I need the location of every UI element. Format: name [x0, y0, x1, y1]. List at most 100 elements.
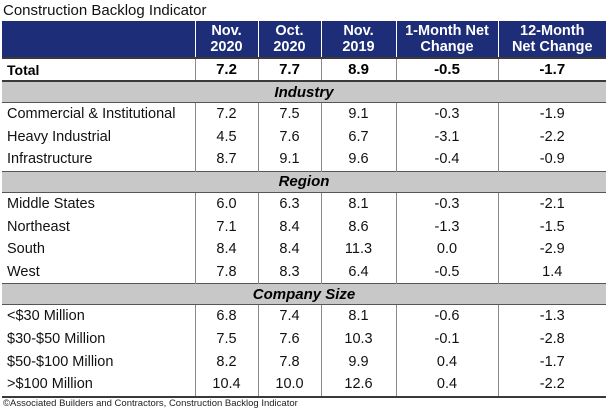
cell-oct-2020: 7.8 [257, 350, 321, 373]
table-row: West 7.8 8.3 6.4 -0.5 1.4 [2, 260, 606, 284]
cell-nov-2020: 6.0 [194, 192, 258, 216]
header-line: Net Change [511, 39, 593, 55]
row-label: >$100 Million [2, 372, 195, 398]
cell-nov-2019: 8.1 [320, 192, 396, 216]
cell-oct-2020: 9.1 [257, 148, 321, 172]
table-row: Commercial & Institutional 7.2 7.5 9.1 -0.3-… [2, 102, 606, 126]
cell-nov-2019: 12.6 [320, 372, 396, 398]
row-label: <$30 Million [7, 308, 85, 325]
cell-1-month-change: -0.1 [395, 327, 498, 351]
header-line: 2020 [210, 39, 243, 55]
cell-12-month-change: -1.5 [497, 215, 606, 238]
header-cell-nov-2019: Nov. 2019 [320, 21, 396, 58]
total-12-month-change: -1.7 [497, 57, 606, 82]
cell-nov-2020: 10.4 [194, 372, 258, 398]
cell-nov-2020: 7.1 [194, 215, 258, 238]
cell-oct-2020: 7.5 [257, 102, 321, 126]
cell-1-month-change: 0.4 [395, 350, 498, 373]
cell-12-month-change: -2.2 [497, 372, 606, 398]
cell-nov-2019: 10.3 [320, 327, 396, 351]
table-row: Middle States 6.0 6.3 8.1 -0.3 -2.1 [2, 192, 606, 216]
row-label: Middle States [7, 196, 95, 213]
cell-oct-2020: 7.6 [257, 327, 321, 351]
total-oct-2020: 7.7 [257, 57, 321, 82]
cell-12-month-change: -1.9 [497, 102, 606, 126]
section-header-row: Company Size [2, 283, 606, 306]
header-cell-12-month-change: 12-Month Net Change [497, 21, 606, 58]
cell-nov-2019: 6.4 [320, 260, 396, 284]
cell-oct-2020: 7.4 [257, 304, 321, 328]
cell-12-month-change: -1.3 [497, 304, 606, 328]
section-title: Industry [2, 80, 606, 103]
backlog-table: Nov. 2020 Oct. 2020 Nov. 2019 1-Month Ne… [2, 21, 606, 398]
table-row: Infrastructure 8.7 9.1 9.6 -0.4 -0.9 [2, 148, 606, 172]
cell-nov-2019: 9.1 [320, 102, 396, 126]
cell-oct-2020: 8.4 [257, 237, 321, 261]
cell-oct-2020: 7.6 [257, 125, 321, 149]
cell-nov-2019: 9.9 [320, 350, 396, 373]
total-nov-2019: 8.9 [320, 57, 396, 82]
section-header-row: Region [2, 170, 606, 193]
cell-nov-2019: 11.3 [320, 237, 396, 261]
section-title: Region [2, 170, 606, 193]
total-1-month-change: -0.5 [395, 57, 498, 82]
total-row: Total 7.2 7.7 8.9 -0.5 -1.7 [2, 57, 606, 82]
header-line: 2019 [342, 39, 375, 55]
header-cell-oct-2020: Oct. 2020 [257, 21, 321, 58]
header-cell-nov-2020: Nov. 2020 [194, 21, 258, 58]
cell-12-month-change: -2.2 [497, 125, 606, 149]
row-label: Commercial & Institutional [7, 106, 176, 123]
table-row: $50-$100 Million 8.2 7.8 9.9 0.4 -1.7 [2, 350, 606, 373]
table-title: Construction Backlog Indicator [3, 2, 207, 19]
cell-12-month-change: -1.7 [497, 350, 606, 373]
cell-nov-2020: 8.2 [194, 350, 258, 373]
cell-nov-2020: 4.5 [194, 125, 258, 149]
header-cell-label [2, 21, 195, 58]
cell-nov-2020: 8.7 [194, 148, 258, 172]
cell-oct-2020: 10.0 [257, 372, 321, 398]
cell-oct-2020: 6.3 [257, 192, 321, 216]
cell-nov-2020: 6.8 [194, 304, 258, 328]
section-header-row: Industry [2, 80, 606, 103]
cell-1-month-change: -0.4 [395, 148, 498, 172]
cell-nov-2019: 9.6 [320, 148, 396, 172]
cell-1-month-change: -1.3 [395, 215, 498, 238]
table-row: $30-$50 Million 7.5 7.6 10.3 -0.1 -2.8 [2, 327, 606, 351]
copyright-footer: ©Associated Builders and Contractors, Co… [3, 398, 298, 409]
cell-1-month-change: 0.0 [395, 237, 498, 261]
row-label: West [7, 263, 40, 280]
cell-1-month-change: -0.3 [395, 192, 498, 216]
row-label: $50-$100 Million [7, 353, 114, 370]
cell-nov-2019: 6.7 [320, 125, 396, 149]
cell-1-month-change: -0.6 [395, 304, 498, 328]
row-label: $30-$50 Million [7, 331, 106, 348]
cell-nov-2020: 7.5 [194, 327, 258, 351]
cell-nov-2020: 7.8 [194, 260, 258, 284]
total-nov-2020: 7.2 [194, 57, 258, 82]
header-line: Change [420, 39, 474, 55]
cell-12-month-change: -2.1 [497, 192, 606, 216]
header-line: Oct. [275, 23, 304, 39]
cell-12-month-change: 1.4 [497, 260, 606, 284]
table-row: >$100 Million 10.4 10.0 12.6 0.4 -2.2 [2, 372, 606, 398]
total-label: Total [2, 57, 195, 82]
table-row: <$30 Million 6.8 7.4 8.1 -0.6 -1.3 [2, 304, 606, 328]
cell-1-month-change: 0.4 [395, 372, 498, 398]
header-line: 2020 [273, 39, 306, 55]
cell-oct-2020: 8.3 [257, 260, 321, 284]
cell-nov-2019: 8.1 [320, 304, 396, 328]
header-line: Nov. [343, 23, 374, 39]
cell-1-month-change: -3.1 [395, 125, 498, 149]
cell-oct-2020: 8.4 [257, 215, 321, 238]
cell-1-month-change: -0.5 [395, 260, 498, 284]
section-title: Company Size [2, 283, 606, 306]
table-row: Northeast 7.1 8.4 8.6 -1.3 -1.5 [2, 215, 606, 238]
header-line: Nov. [211, 23, 242, 39]
table-row: South 8.4 8.4 11.3 0.0 -2.9 [2, 237, 606, 261]
table-row: Heavy Industrial 4.5 7.6 6.7 -3.1 -2.2 [2, 125, 606, 149]
header-line: 12-Month [520, 23, 585, 39]
cell-nov-2019: 8.6 [320, 215, 396, 238]
row-label: Northeast [7, 218, 70, 235]
row-label: Infrastructure [7, 151, 93, 168]
